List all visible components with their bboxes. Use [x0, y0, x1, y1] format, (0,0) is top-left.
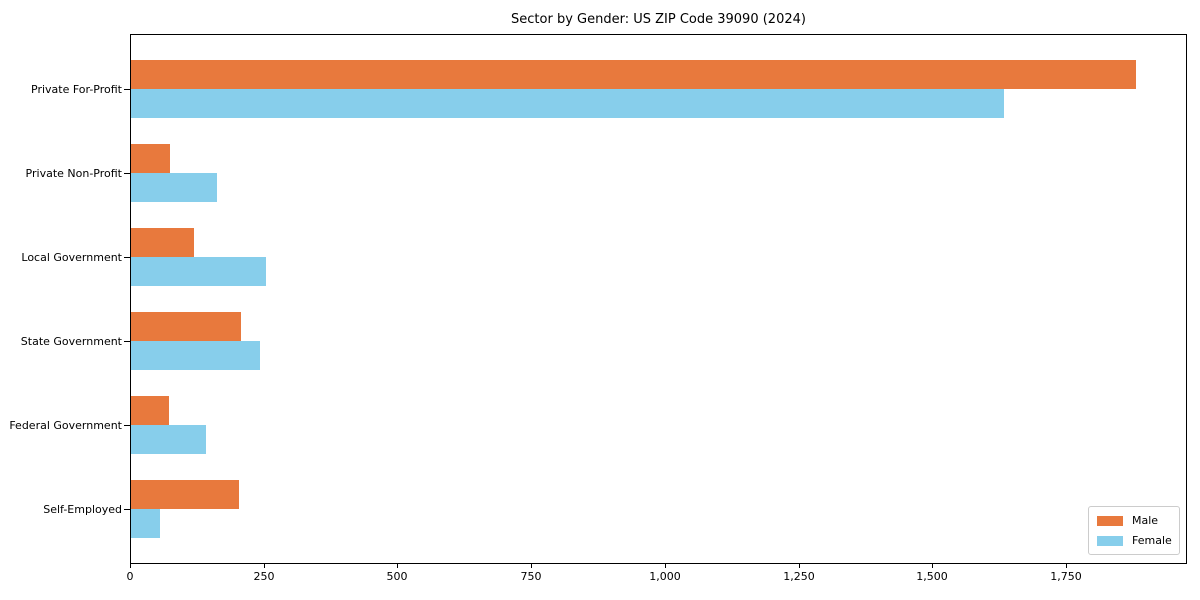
bar-male — [131, 228, 194, 257]
y-tick-mark — [124, 89, 130, 90]
x-tick-mark — [264, 564, 265, 568]
y-tick-mark — [124, 425, 130, 426]
bar-male — [131, 312, 241, 341]
plot-area — [130, 34, 1187, 564]
x-tick-mark — [397, 564, 398, 568]
x-tick-mark — [130, 564, 131, 568]
y-tick-label: Local Government — [21, 251, 122, 264]
y-tick-label: Private Non-Profit — [25, 167, 122, 180]
bar-male — [131, 144, 170, 173]
y-tick-label: Self-Employed — [43, 503, 122, 516]
x-tick-label: 500 — [386, 570, 408, 583]
x-tick-label: 250 — [253, 570, 275, 583]
y-tick-mark — [124, 257, 130, 258]
bar-male — [131, 60, 1136, 89]
x-tick-mark — [665, 564, 666, 568]
legend-swatch-male — [1097, 515, 1123, 526]
bar-male — [131, 396, 169, 425]
y-tick-mark — [124, 509, 130, 510]
x-tick-label: 750 — [520, 570, 542, 583]
legend-label: Female — [1132, 534, 1172, 547]
bar-female — [131, 89, 1004, 118]
x-tick-label: 1,250 — [783, 570, 815, 583]
x-tick-mark — [531, 564, 532, 568]
bar-female — [131, 257, 266, 286]
legend-entry: Female — [1097, 534, 1172, 547]
chart-title: Sector by Gender: US ZIP Code 39090 (202… — [511, 12, 806, 27]
legend-swatch-female — [1097, 535, 1123, 546]
x-tick-mark — [1066, 564, 1067, 568]
bar-female — [131, 341, 260, 370]
x-tick-mark — [932, 564, 933, 568]
y-tick-label: Federal Government — [9, 419, 122, 432]
y-tick-label: State Government — [20, 335, 122, 348]
x-tick-mark — [799, 564, 800, 568]
bar-male — [131, 480, 239, 509]
y-tick-label: Private For-Profit — [31, 83, 122, 96]
y-tick-mark — [124, 341, 130, 342]
legend-label: Male — [1132, 514, 1159, 527]
x-tick-label: 1,750 — [1050, 570, 1082, 583]
bar-female — [131, 509, 160, 538]
x-tick-label: 1,500 — [916, 570, 948, 583]
bar-female — [131, 173, 217, 202]
legend: Male Female — [1088, 506, 1180, 555]
x-tick-label: 0 — [126, 570, 134, 583]
legend-entry: Male — [1097, 514, 1171, 527]
bar-female — [131, 425, 206, 454]
y-tick-mark — [124, 173, 130, 174]
x-tick-label: 1,000 — [649, 570, 681, 583]
